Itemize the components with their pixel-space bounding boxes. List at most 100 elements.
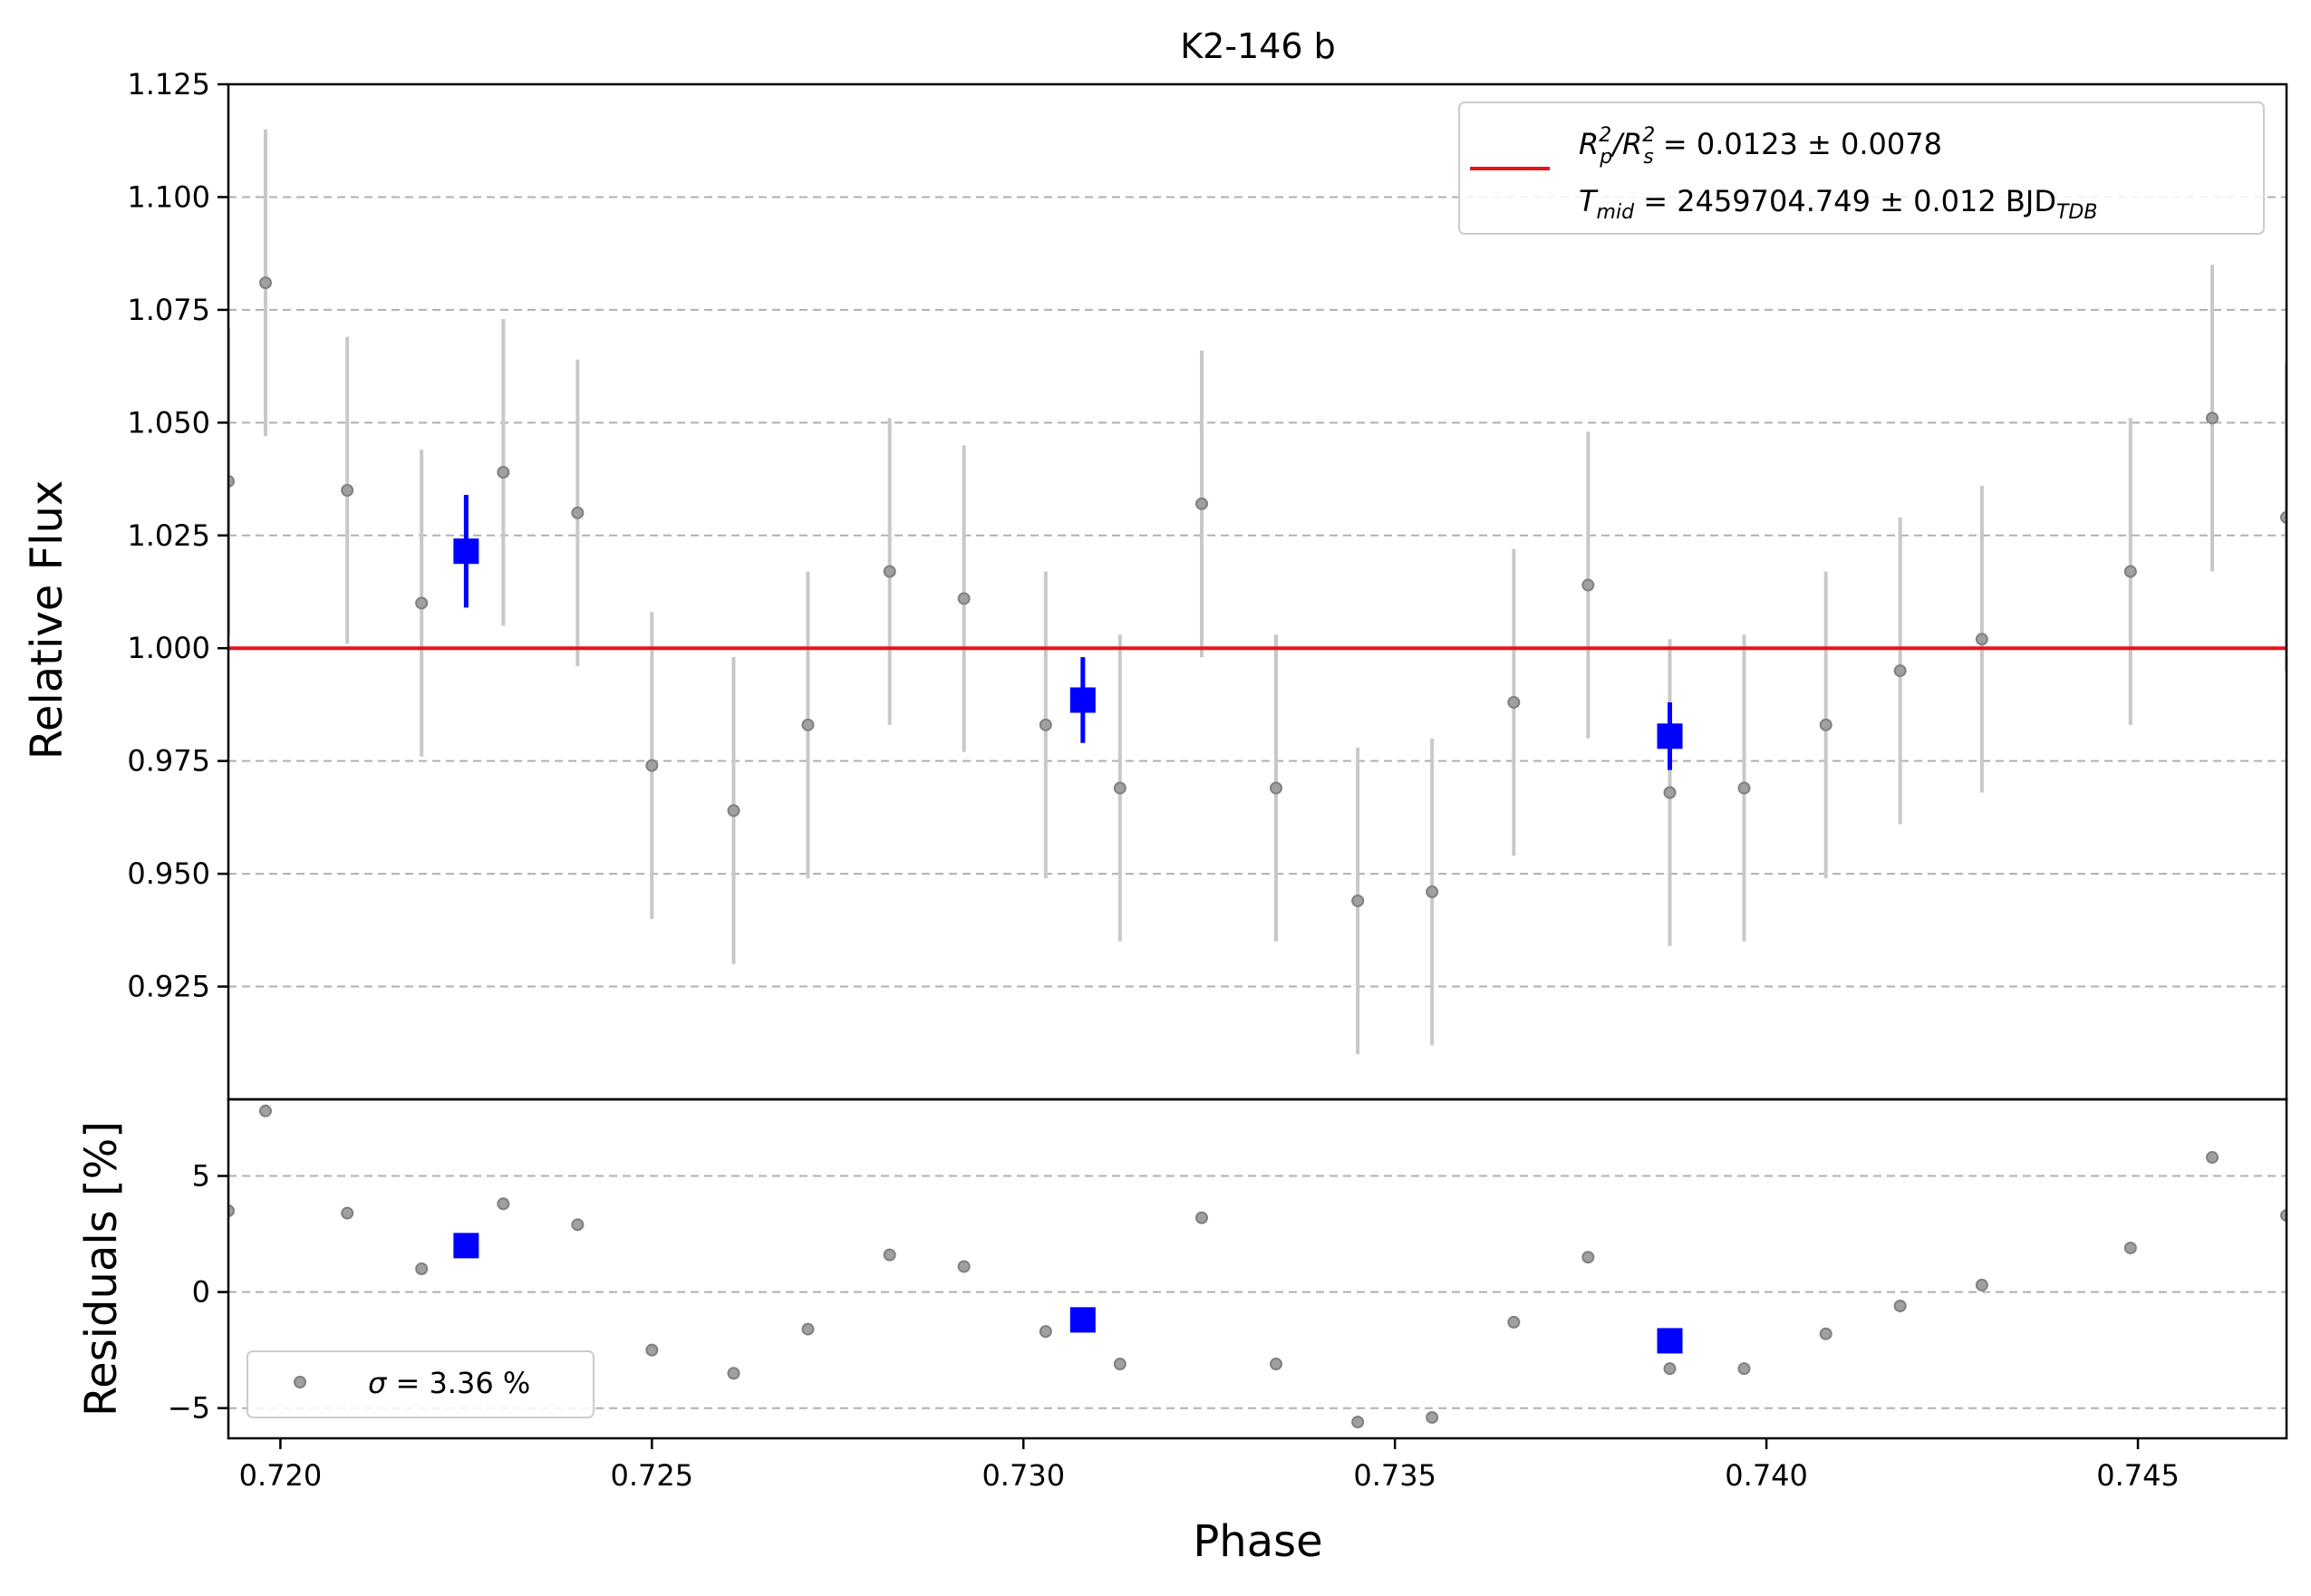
flux-y-tick-label: 1.000 bbox=[127, 631, 210, 665]
legend-radius-ratio: R2 p/R2 s = 0.0123 ± 0.0078 bbox=[1579, 124, 1942, 169]
x-tick-label: 0.720 bbox=[239, 1458, 323, 1493]
phase-axis-label: Phase bbox=[1193, 1516, 1322, 1567]
flux-legend: R2 p/R2 s = 0.0123 ± 0.0078 Tmid = 2459704… bbox=[1458, 102, 2265, 235]
residual-point bbox=[1113, 1358, 1126, 1371]
residual-point bbox=[1663, 1362, 1677, 1376]
flux-point bbox=[1426, 885, 1439, 899]
flux-point bbox=[1663, 786, 1677, 799]
flux-y-tick-label: 0.950 bbox=[127, 856, 210, 891]
flux-point bbox=[1975, 633, 1988, 646]
residual-point bbox=[497, 1197, 510, 1211]
legend-data-swatch bbox=[294, 1376, 306, 1388]
flux-point bbox=[883, 565, 896, 578]
residual-point bbox=[341, 1206, 354, 1220]
binned-flux-point bbox=[1657, 723, 1683, 750]
x-tick-label: 0.730 bbox=[981, 1458, 1065, 1493]
residual-point bbox=[2280, 1209, 2287, 1223]
flux-point bbox=[571, 506, 585, 519]
flux-point bbox=[341, 484, 354, 497]
flux-point bbox=[1507, 695, 1521, 709]
residual-point bbox=[883, 1248, 896, 1262]
flux-point bbox=[2280, 510, 2287, 524]
flux-y-tick-label: 1.125 bbox=[127, 67, 210, 102]
flux-point bbox=[1269, 781, 1282, 795]
flux-point bbox=[258, 276, 272, 290]
flux-point bbox=[2123, 565, 2137, 578]
phase-x-ticks: 0.720 0.725 0.730 0.735 0.740 0.745 bbox=[239, 1438, 2180, 1493]
residual-point bbox=[1351, 1416, 1365, 1429]
residuals-y-tick-label: 5 bbox=[192, 1159, 210, 1194]
binned-residual-point bbox=[1069, 1307, 1096, 1333]
residual-point bbox=[1581, 1251, 1595, 1264]
residual-point bbox=[1507, 1315, 1521, 1329]
residual-point bbox=[1975, 1278, 1988, 1291]
residuals-panel: −5 0 5 0.720 0.725 0.730 0.735 0.740 0.745 σ = … bbox=[168, 1098, 2288, 1493]
flux-point bbox=[1737, 781, 1751, 795]
x-tick-label: 0.740 bbox=[1725, 1458, 1808, 1493]
residuals-panel-frame bbox=[227, 1098, 2288, 1440]
flux-point bbox=[1039, 718, 1052, 731]
residual-point bbox=[228, 1204, 235, 1217]
flux-axis-label: Relative Flux bbox=[22, 480, 73, 760]
flux-y-tick-label: 0.925 bbox=[127, 970, 210, 1004]
flux-point bbox=[801, 718, 815, 731]
residual-point bbox=[801, 1322, 815, 1336]
binned-flux-point bbox=[453, 538, 479, 565]
residual-point bbox=[415, 1262, 429, 1275]
binned-flux-point bbox=[1069, 687, 1096, 713]
residual-point bbox=[1269, 1358, 1282, 1371]
residuals-binned-points bbox=[453, 1233, 1683, 1354]
flux-y-tick-label: 1.100 bbox=[127, 179, 210, 214]
flux-point bbox=[1113, 781, 1126, 795]
residual-point bbox=[1737, 1362, 1751, 1376]
residual-point bbox=[2123, 1241, 2137, 1254]
flux-point bbox=[1351, 894, 1365, 907]
flux-y-tick-label: 1.025 bbox=[127, 518, 210, 553]
residual-point bbox=[258, 1104, 272, 1117]
residual-point bbox=[727, 1367, 740, 1380]
residual-point bbox=[645, 1343, 659, 1357]
residual-point bbox=[571, 1218, 585, 1232]
binned-residual-point bbox=[1657, 1328, 1683, 1354]
flux-point bbox=[1819, 718, 1832, 731]
legend-sigma: σ = 3.36 % bbox=[368, 1366, 530, 1400]
residual-point bbox=[2206, 1151, 2219, 1165]
residuals-points bbox=[228, 1104, 2287, 1429]
x-tick-label: 0.725 bbox=[611, 1458, 694, 1493]
residuals-axis-label: Residuals [%] bbox=[76, 1121, 127, 1417]
x-tick-label: 0.745 bbox=[2096, 1458, 2180, 1493]
flux-point bbox=[1581, 578, 1595, 592]
flux-y-ticks: 0.925 0.950 0.975 1.000 1.025 1.050 1.075 1.100… bbox=[127, 67, 228, 1004]
legend-tmid: Tmid = 2459704.749 ± 0.012 BJDTDB bbox=[1579, 184, 2097, 224]
residual-point bbox=[1893, 1299, 1907, 1312]
flux-point bbox=[1893, 664, 1907, 678]
flux-y-tick-label: 0.975 bbox=[127, 744, 210, 779]
flux-point bbox=[497, 466, 510, 479]
flux-panel: 0.925 0.950 0.975 1.000 1.025 1.050 1.075 1.100… bbox=[127, 67, 2288, 1101]
residuals-y-tick-label: −5 bbox=[168, 1391, 210, 1426]
flux-point bbox=[645, 759, 659, 772]
flux-y-tick-label: 1.075 bbox=[127, 293, 210, 327]
flux-point bbox=[228, 475, 235, 488]
flux-point bbox=[2206, 411, 2219, 425]
residual-point bbox=[957, 1260, 971, 1273]
flux-y-tick-label: 1.050 bbox=[127, 405, 210, 440]
residuals-y-ticks: −5 0 5 bbox=[168, 1159, 228, 1426]
x-tick-label: 0.735 bbox=[1353, 1458, 1436, 1493]
residuals-legend-box bbox=[247, 1350, 595, 1418]
residual-point bbox=[1039, 1325, 1052, 1339]
binned-residual-point bbox=[453, 1233, 479, 1259]
flux-point bbox=[415, 596, 429, 610]
flux-binned-points bbox=[453, 494, 1683, 770]
residual-point bbox=[1819, 1327, 1832, 1340]
flux-point bbox=[957, 592, 971, 605]
residual-point bbox=[1195, 1211, 1209, 1224]
residuals-legend: σ = 3.36 % bbox=[247, 1350, 595, 1418]
flux-points bbox=[228, 276, 2287, 907]
residual-point bbox=[1426, 1410, 1439, 1424]
flux-point bbox=[727, 804, 740, 817]
chart-title: K2-146 b bbox=[1180, 26, 1336, 66]
flux-legend-box bbox=[1458, 102, 2265, 235]
